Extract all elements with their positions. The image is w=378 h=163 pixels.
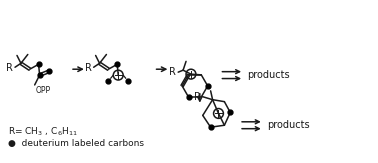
Text: R: R [194, 92, 201, 102]
Text: R= CH$_3$ , C$_6$H$_{11}$: R= CH$_3$ , C$_6$H$_{11}$ [8, 126, 78, 138]
Text: R: R [6, 63, 13, 73]
Text: ●  deuterium labeled carbons: ● deuterium labeled carbons [8, 139, 144, 148]
Text: R: R [85, 63, 92, 73]
Text: R: R [169, 67, 176, 77]
Text: products: products [247, 70, 290, 80]
Text: OPP: OPP [36, 86, 51, 95]
Text: products: products [266, 120, 309, 130]
